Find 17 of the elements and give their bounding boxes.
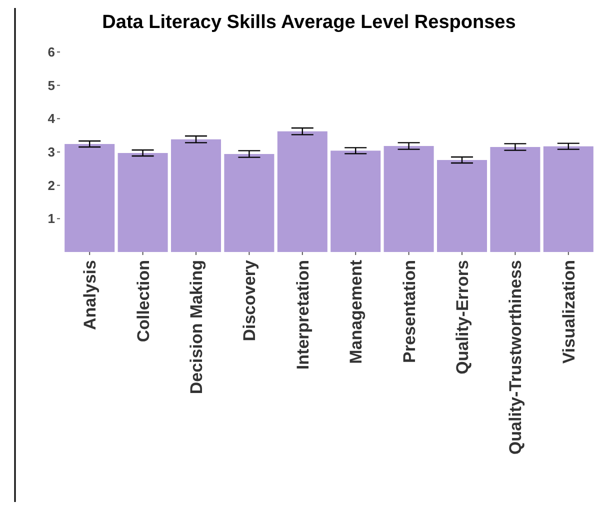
x-tick-label: Presentation	[400, 260, 419, 363]
chart-title: Data Literacy Skills Average Level Responses	[102, 12, 516, 33]
y-tick-label: 2	[48, 178, 55, 193]
x-tick-label: Discovery	[240, 259, 260, 342]
x-tick-label: Collection	[134, 260, 153, 342]
y-tick-label: 1	[48, 211, 55, 226]
x-tick-label: Management	[346, 260, 366, 364]
x-tick-label: Analysis	[80, 260, 100, 330]
y-tick-label: 4	[48, 111, 56, 126]
x-tick-label: Quality-Errors	[452, 260, 472, 374]
x-tick-label: Interpretation	[293, 260, 312, 370]
y-tick-label: 3	[48, 144, 55, 160]
x-tick-label: Visualization	[559, 260, 578, 364]
x-tick-label: Decision Making	[186, 260, 206, 394]
y-tick-label: 6	[48, 44, 55, 60]
y-tick-label: 5	[48, 78, 55, 93]
x-tick-label: Quality-Trustworthiness	[506, 260, 526, 455]
